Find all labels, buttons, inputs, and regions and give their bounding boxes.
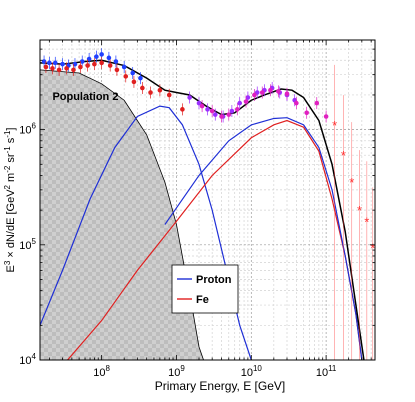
data-point (131, 79, 137, 85)
data-point (41, 59, 47, 64)
data-point (180, 107, 185, 112)
x-tick-labels: 108 109 1010 1011 (93, 364, 337, 379)
data-point (276, 89, 281, 94)
x-axis-label: Primary Energy, E [GeV] (155, 379, 285, 393)
data-point (196, 100, 202, 106)
data-point (245, 95, 251, 100)
data-point (268, 87, 273, 93)
data-point (123, 74, 129, 79)
data-point (138, 75, 143, 81)
data-point (187, 95, 192, 100)
data-point (47, 60, 52, 66)
star-point: * (357, 203, 362, 218)
data-point (252, 92, 257, 98)
data-point (148, 90, 153, 95)
data-point (166, 92, 172, 98)
star-point: * (341, 148, 346, 163)
y-tick-labels: 104 105 106 (19, 122, 36, 367)
data-point (106, 55, 112, 61)
data-point (114, 67, 120, 73)
star-point: * (364, 214, 369, 229)
data-point (56, 67, 62, 73)
x-tick-label: 109 (168, 364, 185, 379)
data-point (130, 70, 135, 76)
data-point (304, 110, 309, 116)
y-tick-label: 104 (19, 352, 36, 367)
data-point (71, 67, 76, 73)
data-point (229, 108, 235, 114)
data-point (72, 61, 78, 67)
data-point (237, 100, 243, 106)
plot-frame (39, 39, 376, 361)
data-point (212, 112, 218, 117)
data-point (79, 59, 85, 64)
data-point (219, 114, 224, 119)
data-point (284, 91, 290, 97)
star-point: * (332, 118, 337, 133)
data-point (50, 66, 55, 71)
data-point (60, 61, 65, 67)
data-point (85, 63, 90, 68)
data-point (259, 90, 265, 95)
data-point (64, 66, 69, 71)
data-point (199, 103, 205, 109)
data-point (157, 87, 163, 93)
legend-box (171, 264, 239, 314)
data-point (314, 100, 320, 106)
data-point (205, 107, 210, 112)
data-point (92, 61, 97, 67)
data-point (226, 112, 232, 117)
data-point (234, 107, 240, 112)
plot-area: ****** (40, 48, 375, 360)
ticks (40, 39, 375, 361)
y-axis-label: E3 × dN/dE [GeV2 m-2 sr-1 s-1] (3, 128, 17, 273)
data-point (52, 60, 58, 66)
data-point (121, 64, 127, 70)
x-tick-label: 1010 (241, 364, 263, 379)
star-point: * (370, 240, 375, 255)
legend: Proton Fe (171, 264, 239, 314)
data-point (99, 60, 104, 66)
population-2-label: Population 2 (52, 91, 118, 103)
x-tick-label: 108 (93, 364, 110, 379)
data-point (243, 99, 249, 104)
data-point (107, 63, 113, 68)
star-point: * (349, 175, 354, 190)
legend-label: Fe (196, 294, 209, 306)
data-point (99, 52, 104, 57)
data-point (323, 114, 329, 119)
data-point (78, 64, 83, 70)
y-axis-label-text: E3 × dN/dE [GeV2 m-2 sr-1 s-1] (3, 128, 17, 273)
legend-label: Proton (196, 274, 232, 286)
y-tick-label: 106 (19, 122, 36, 137)
data-point (94, 54, 99, 59)
series-line-3 (164, 117, 363, 360)
population-2-area (40, 69, 204, 360)
data-point (43, 64, 49, 70)
y-tick-label: 105 (19, 237, 36, 252)
x-tick-label: 1011 (316, 364, 337, 379)
data-point (294, 100, 299, 106)
annotations: Population 2 (52, 91, 118, 103)
data-point (140, 85, 145, 91)
data-point (113, 59, 119, 64)
data-point (209, 108, 215, 114)
